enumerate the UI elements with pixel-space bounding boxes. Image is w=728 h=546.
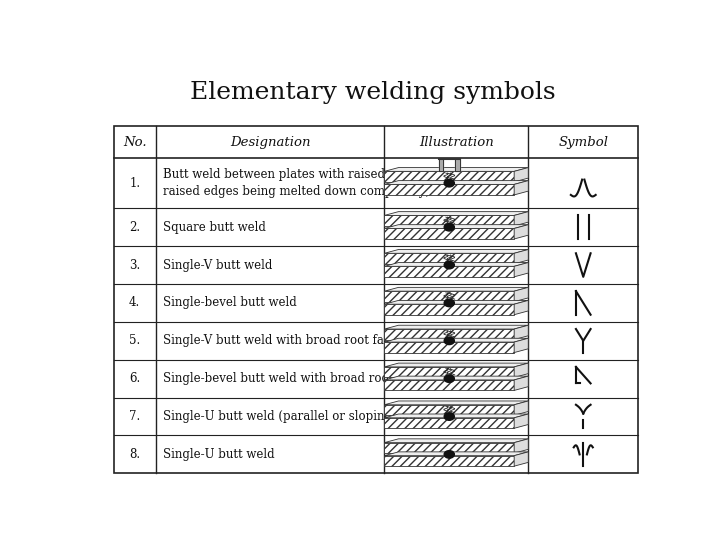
Polygon shape xyxy=(384,181,529,185)
Polygon shape xyxy=(384,212,529,216)
Text: 6.: 6. xyxy=(129,372,141,385)
Text: Single-U butt weld (parallel or sloping sides): Single-U butt weld (parallel or sloping … xyxy=(162,410,430,423)
Polygon shape xyxy=(384,329,514,340)
Circle shape xyxy=(444,337,454,345)
Polygon shape xyxy=(384,405,514,416)
Polygon shape xyxy=(514,401,529,416)
Text: Single-U butt weld: Single-U butt weld xyxy=(162,448,274,461)
Polygon shape xyxy=(514,300,529,314)
Polygon shape xyxy=(384,325,529,329)
Polygon shape xyxy=(384,287,529,291)
Text: Single-V butt weld: Single-V butt weld xyxy=(162,259,272,271)
Polygon shape xyxy=(514,250,529,264)
Text: Elementary welding symbols: Elementary welding symbols xyxy=(190,81,556,104)
Text: 1.: 1. xyxy=(129,177,141,189)
Polygon shape xyxy=(384,342,514,353)
Polygon shape xyxy=(384,456,514,466)
Text: 3.: 3. xyxy=(129,259,141,271)
Polygon shape xyxy=(384,339,529,342)
Polygon shape xyxy=(514,181,529,195)
Polygon shape xyxy=(514,439,529,453)
Polygon shape xyxy=(514,287,529,301)
Polygon shape xyxy=(384,414,529,418)
Circle shape xyxy=(444,262,454,269)
Text: Single-V butt weld with broad root face: Single-V butt weld with broad root face xyxy=(162,334,397,347)
Polygon shape xyxy=(384,418,514,428)
Polygon shape xyxy=(384,266,514,277)
Text: No.: No. xyxy=(123,136,146,149)
Polygon shape xyxy=(384,185,514,195)
Polygon shape xyxy=(384,380,514,390)
Polygon shape xyxy=(514,168,529,182)
Polygon shape xyxy=(514,452,529,466)
Text: Single-bevel butt weld with broad root face: Single-bevel butt weld with broad root f… xyxy=(162,372,422,385)
Polygon shape xyxy=(384,367,514,377)
Text: 4.: 4. xyxy=(129,296,141,310)
Polygon shape xyxy=(384,363,529,367)
Polygon shape xyxy=(384,263,529,266)
Polygon shape xyxy=(384,300,529,304)
Text: Designation: Designation xyxy=(230,136,310,149)
Polygon shape xyxy=(514,224,529,239)
Polygon shape xyxy=(514,414,529,428)
Polygon shape xyxy=(384,439,529,443)
Polygon shape xyxy=(384,171,514,182)
Circle shape xyxy=(444,375,454,382)
Text: Butt weld between plates with raised edges (the
raised edges being melted down c: Butt weld between plates with raised edg… xyxy=(162,168,451,198)
Bar xyxy=(114,127,638,473)
Polygon shape xyxy=(514,339,529,353)
Polygon shape xyxy=(384,376,529,380)
Polygon shape xyxy=(384,250,529,253)
Polygon shape xyxy=(384,253,514,264)
Polygon shape xyxy=(514,325,529,340)
Polygon shape xyxy=(384,401,529,405)
Polygon shape xyxy=(384,291,514,301)
Polygon shape xyxy=(514,212,529,226)
Polygon shape xyxy=(514,363,529,377)
Polygon shape xyxy=(384,304,514,314)
Polygon shape xyxy=(384,168,529,171)
Circle shape xyxy=(444,413,454,420)
Text: 7.: 7. xyxy=(129,410,141,423)
Polygon shape xyxy=(384,216,514,226)
Polygon shape xyxy=(438,159,443,171)
Circle shape xyxy=(444,299,454,307)
Text: Symbol: Symbol xyxy=(558,136,609,149)
Polygon shape xyxy=(384,228,514,239)
Polygon shape xyxy=(384,224,529,228)
Polygon shape xyxy=(384,452,529,456)
Text: Single-bevel butt weld: Single-bevel butt weld xyxy=(162,296,296,310)
Text: Square butt weld: Square butt weld xyxy=(162,221,266,234)
Circle shape xyxy=(444,223,454,231)
Text: Illustration: Illustration xyxy=(419,136,494,149)
Circle shape xyxy=(444,450,454,458)
Circle shape xyxy=(444,179,454,187)
Text: 8.: 8. xyxy=(129,448,141,461)
Polygon shape xyxy=(456,159,460,171)
Text: 5.: 5. xyxy=(129,334,141,347)
Polygon shape xyxy=(514,263,529,277)
Polygon shape xyxy=(514,376,529,390)
Text: 2.: 2. xyxy=(129,221,141,234)
Polygon shape xyxy=(384,443,514,453)
